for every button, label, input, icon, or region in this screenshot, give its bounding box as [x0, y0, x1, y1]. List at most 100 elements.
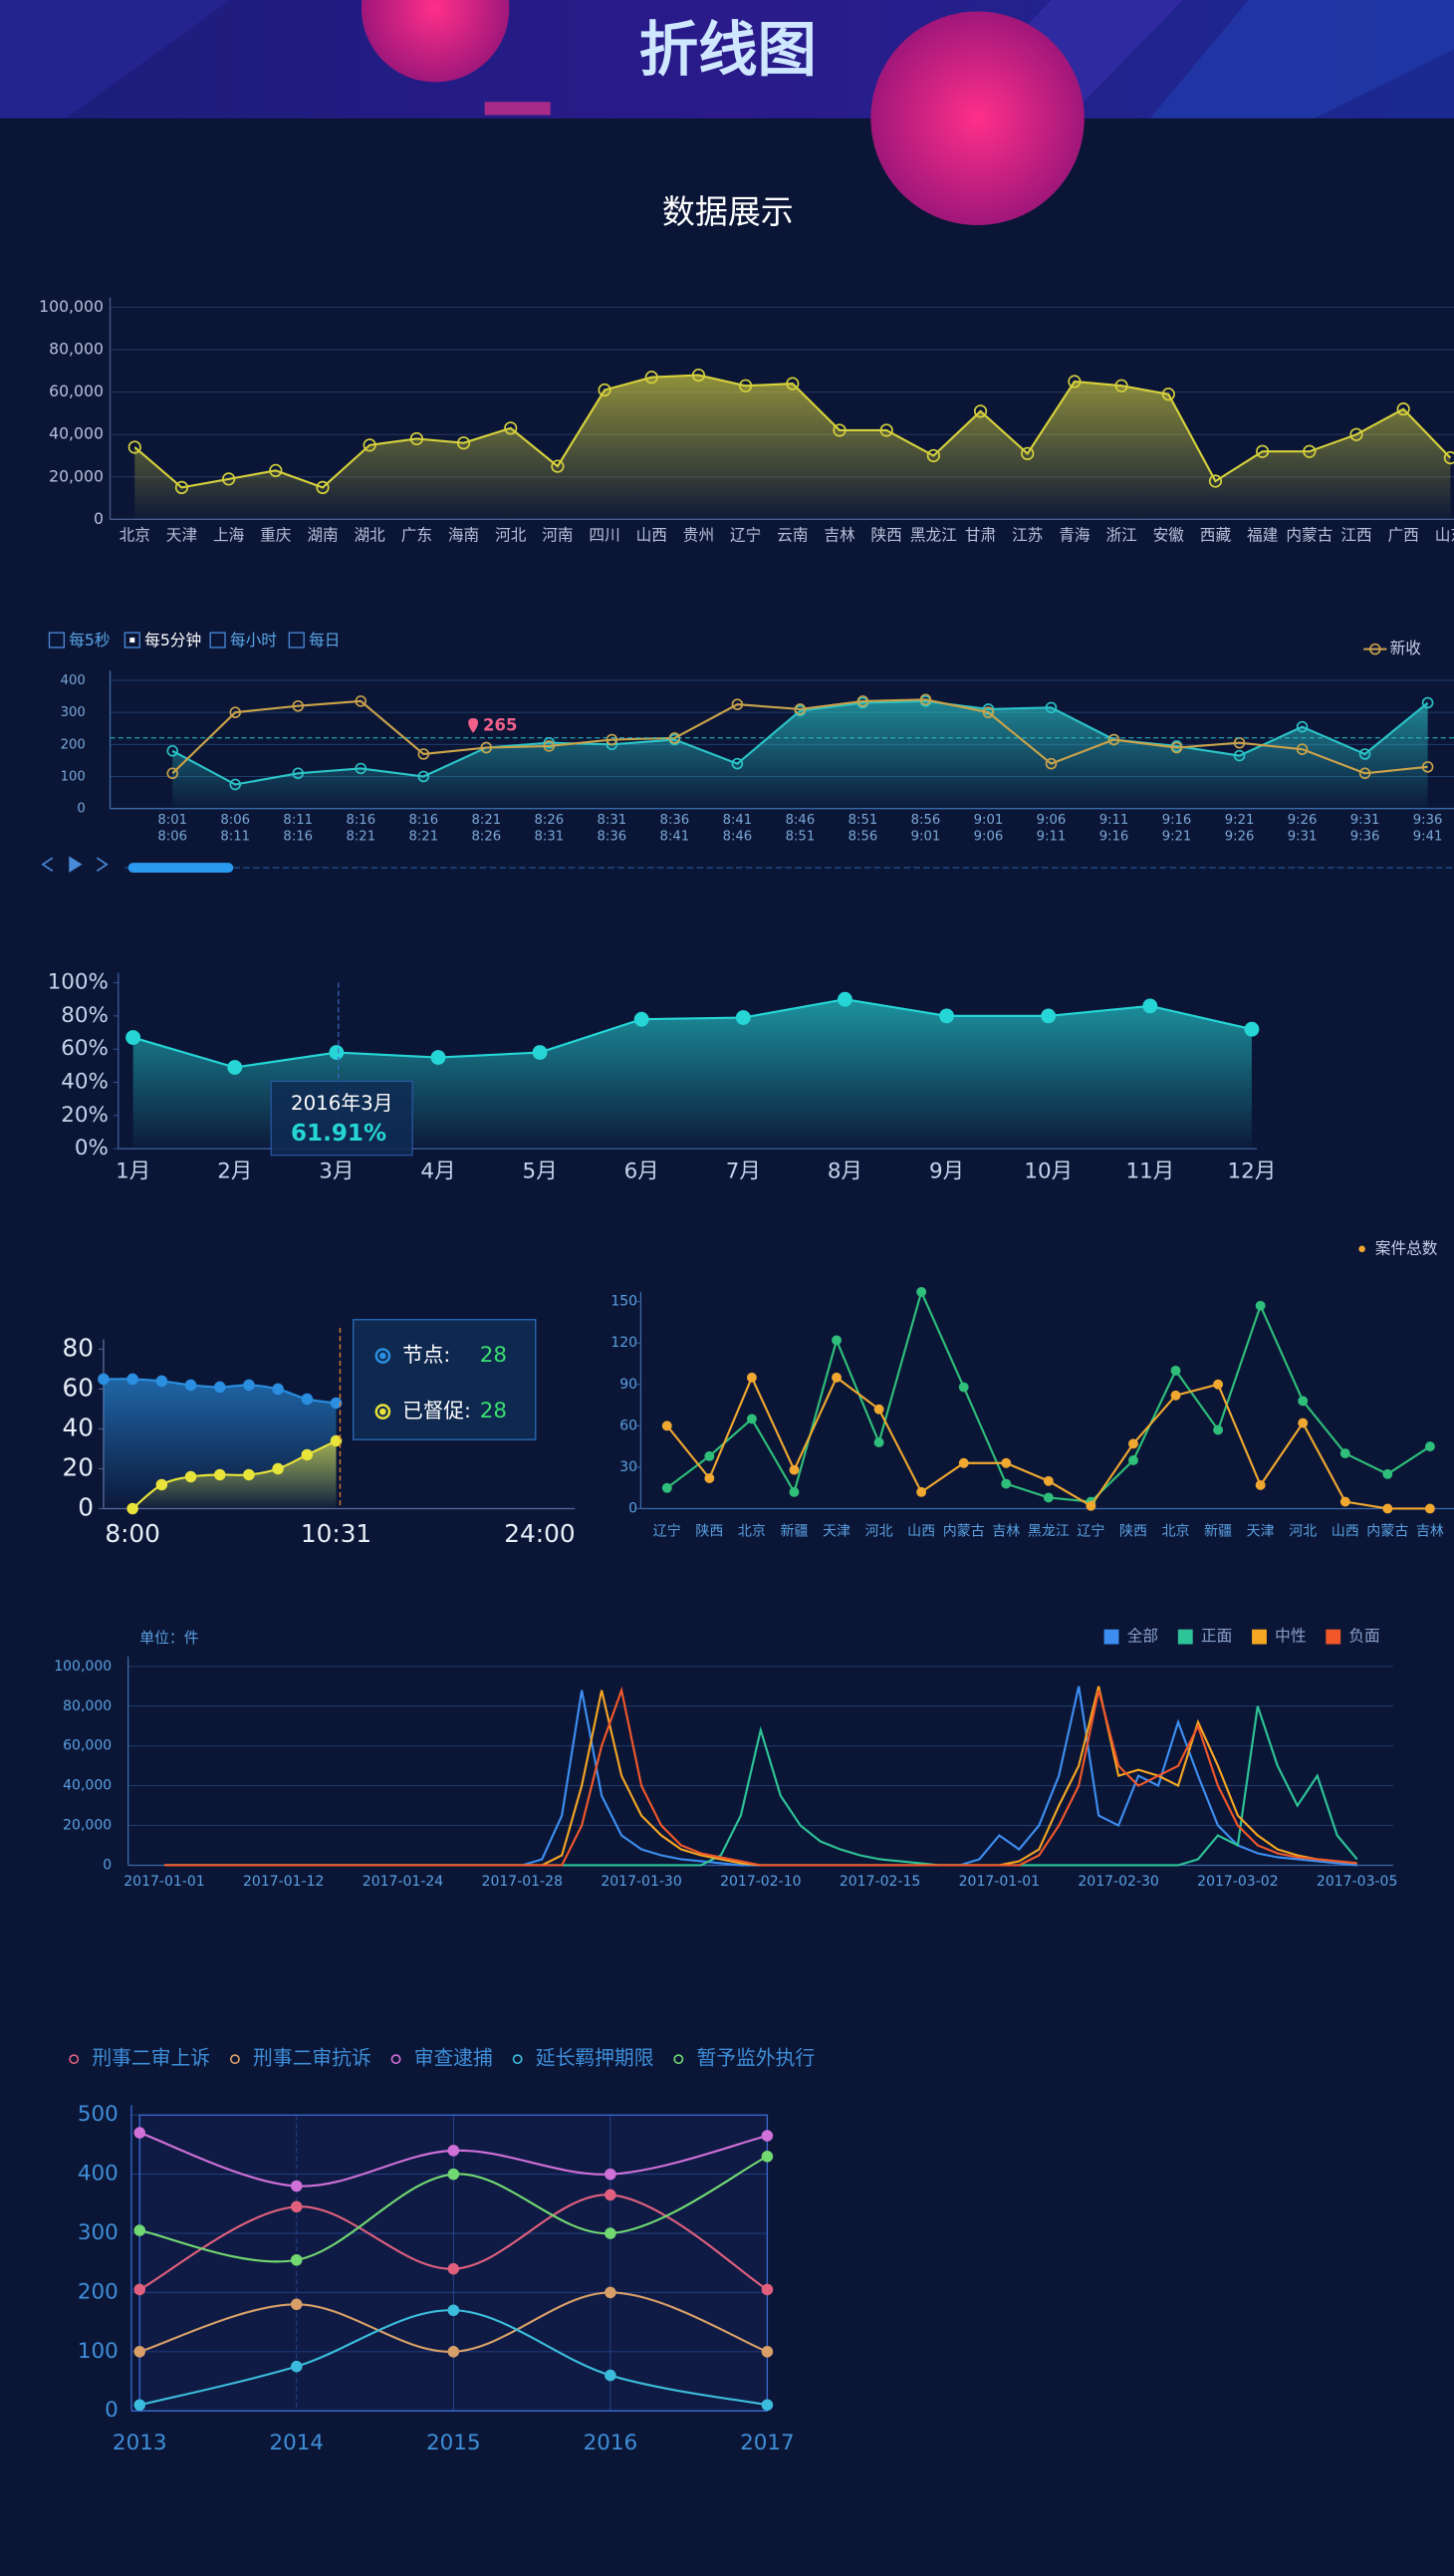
- legend-swatch: [1252, 1629, 1267, 1645]
- point: [363, 438, 376, 452]
- point: [786, 377, 800, 390]
- y-tick-label: 200: [61, 737, 86, 752]
- point: [919, 693, 932, 706]
- x-tick-label: 甘肃: [965, 525, 996, 544]
- line: [171, 698, 1428, 775]
- banner-shape: [1149, 0, 1454, 119]
- x-tick-label: 内蒙古: [1286, 525, 1333, 544]
- checkbox-mark: [129, 638, 135, 644]
- x-tick-label: 2017-02-30: [1078, 1874, 1158, 1890]
- x-tick-label: 9:36: [1350, 830, 1380, 845]
- legend-swatch: [512, 2054, 523, 2065]
- control-label[interactable]: 每5秒: [69, 631, 110, 649]
- point: [1170, 1390, 1181, 1401]
- y-tick-label: 80,000: [49, 340, 104, 359]
- y-tick-label: 500: [78, 2102, 119, 2127]
- point: [330, 1434, 343, 1447]
- x-tick-label: 9:11: [1037, 830, 1067, 845]
- slider-next[interactable]: [96, 857, 109, 873]
- point: [447, 2145, 460, 2157]
- point: [1086, 1500, 1096, 1511]
- checkbox[interactable]: [209, 632, 226, 648]
- control-label[interactable]: 每日: [309, 631, 340, 649]
- x-tick-label: 8:06: [220, 813, 250, 828]
- point: [184, 1379, 197, 1392]
- point: [1041, 1008, 1057, 1024]
- x-tick-label: 天津: [166, 525, 197, 544]
- point: [761, 2130, 774, 2142]
- y-tick-label: 60: [619, 1417, 637, 1433]
- control-label[interactable]: 每5分钟: [144, 631, 201, 649]
- area: [134, 375, 1451, 520]
- point: [731, 698, 744, 710]
- y-tick-label: 200: [78, 2279, 119, 2304]
- point: [355, 695, 367, 707]
- x-tick-label: 9月: [929, 1159, 964, 1183]
- point: [227, 1060, 243, 1075]
- point: [243, 1468, 255, 1481]
- checkbox[interactable]: [48, 632, 65, 648]
- point: [1128, 1455, 1138, 1465]
- point: [926, 448, 940, 463]
- x-tick-label: 8月: [828, 1159, 862, 1183]
- x-tick-label: 8:46: [723, 830, 753, 845]
- x-tick-label: 12月: [1228, 1159, 1277, 1183]
- y-tick-label: 300: [61, 705, 86, 720]
- x-tick-label: 9:21: [1225, 813, 1255, 828]
- slider-handle[interactable]: [127, 863, 234, 874]
- y-tick-label: 0: [628, 1500, 637, 1516]
- point: [291, 2298, 303, 2311]
- slider-play[interactable]: [69, 856, 83, 874]
- x-tick-label: 内蒙古: [943, 1524, 985, 1540]
- point: [832, 1335, 842, 1346]
- banner-shape: [0, 0, 230, 119]
- control-label[interactable]: 每小时: [230, 631, 277, 649]
- y-tick-label: 100: [61, 770, 86, 785]
- point: [873, 1404, 884, 1415]
- point: [1298, 1396, 1309, 1407]
- x-tick-label: 8:21: [408, 830, 438, 845]
- point: [746, 1372, 757, 1383]
- x-tick-label: 2017-02-10: [720, 1874, 801, 1890]
- point: [174, 480, 189, 495]
- slider-prev[interactable]: [41, 857, 54, 873]
- point: [133, 2127, 145, 2139]
- point: [761, 2346, 774, 2358]
- point: [735, 1010, 751, 1025]
- point: [958, 1382, 969, 1393]
- y-tick-label: 40,000: [49, 424, 104, 443]
- y-tick-label: 90: [619, 1377, 637, 1393]
- point: [1424, 1441, 1435, 1452]
- x-tick-label: 浙江: [1105, 525, 1137, 544]
- point: [133, 2283, 145, 2296]
- point: [417, 748, 430, 760]
- point: [184, 1470, 197, 1483]
- point: [605, 2369, 616, 2382]
- point: [1382, 1503, 1393, 1514]
- x-tick-label: 2017-02-15: [840, 1874, 920, 1890]
- point: [430, 1050, 446, 1065]
- point: [222, 472, 236, 486]
- y-tick-label: 100,000: [39, 297, 104, 316]
- point: [213, 1468, 226, 1481]
- x-tick-label: 8:16: [346, 813, 375, 828]
- point: [229, 706, 242, 718]
- point: [213, 1381, 226, 1394]
- point: [272, 1462, 284, 1475]
- line: [171, 699, 1429, 786]
- x-tick-label: 2017-01-01: [959, 1874, 1040, 1890]
- x-tick-label: 9:21: [1162, 830, 1192, 845]
- y-tick-label: 0: [94, 509, 104, 528]
- point: [1170, 1365, 1181, 1376]
- checkbox[interactable]: [288, 632, 305, 648]
- x-tick-label: 江苏: [1012, 525, 1043, 544]
- point: [447, 2304, 460, 2317]
- point: [1298, 1417, 1309, 1428]
- x-tick-label: 8:11: [283, 813, 313, 828]
- point: [761, 2283, 774, 2296]
- area: [132, 1440, 337, 1509]
- point: [126, 1373, 138, 1386]
- point: [1213, 1379, 1224, 1390]
- x-tick-label: 2017-01-12: [243, 1874, 324, 1890]
- checkbox[interactable]: [123, 632, 140, 648]
